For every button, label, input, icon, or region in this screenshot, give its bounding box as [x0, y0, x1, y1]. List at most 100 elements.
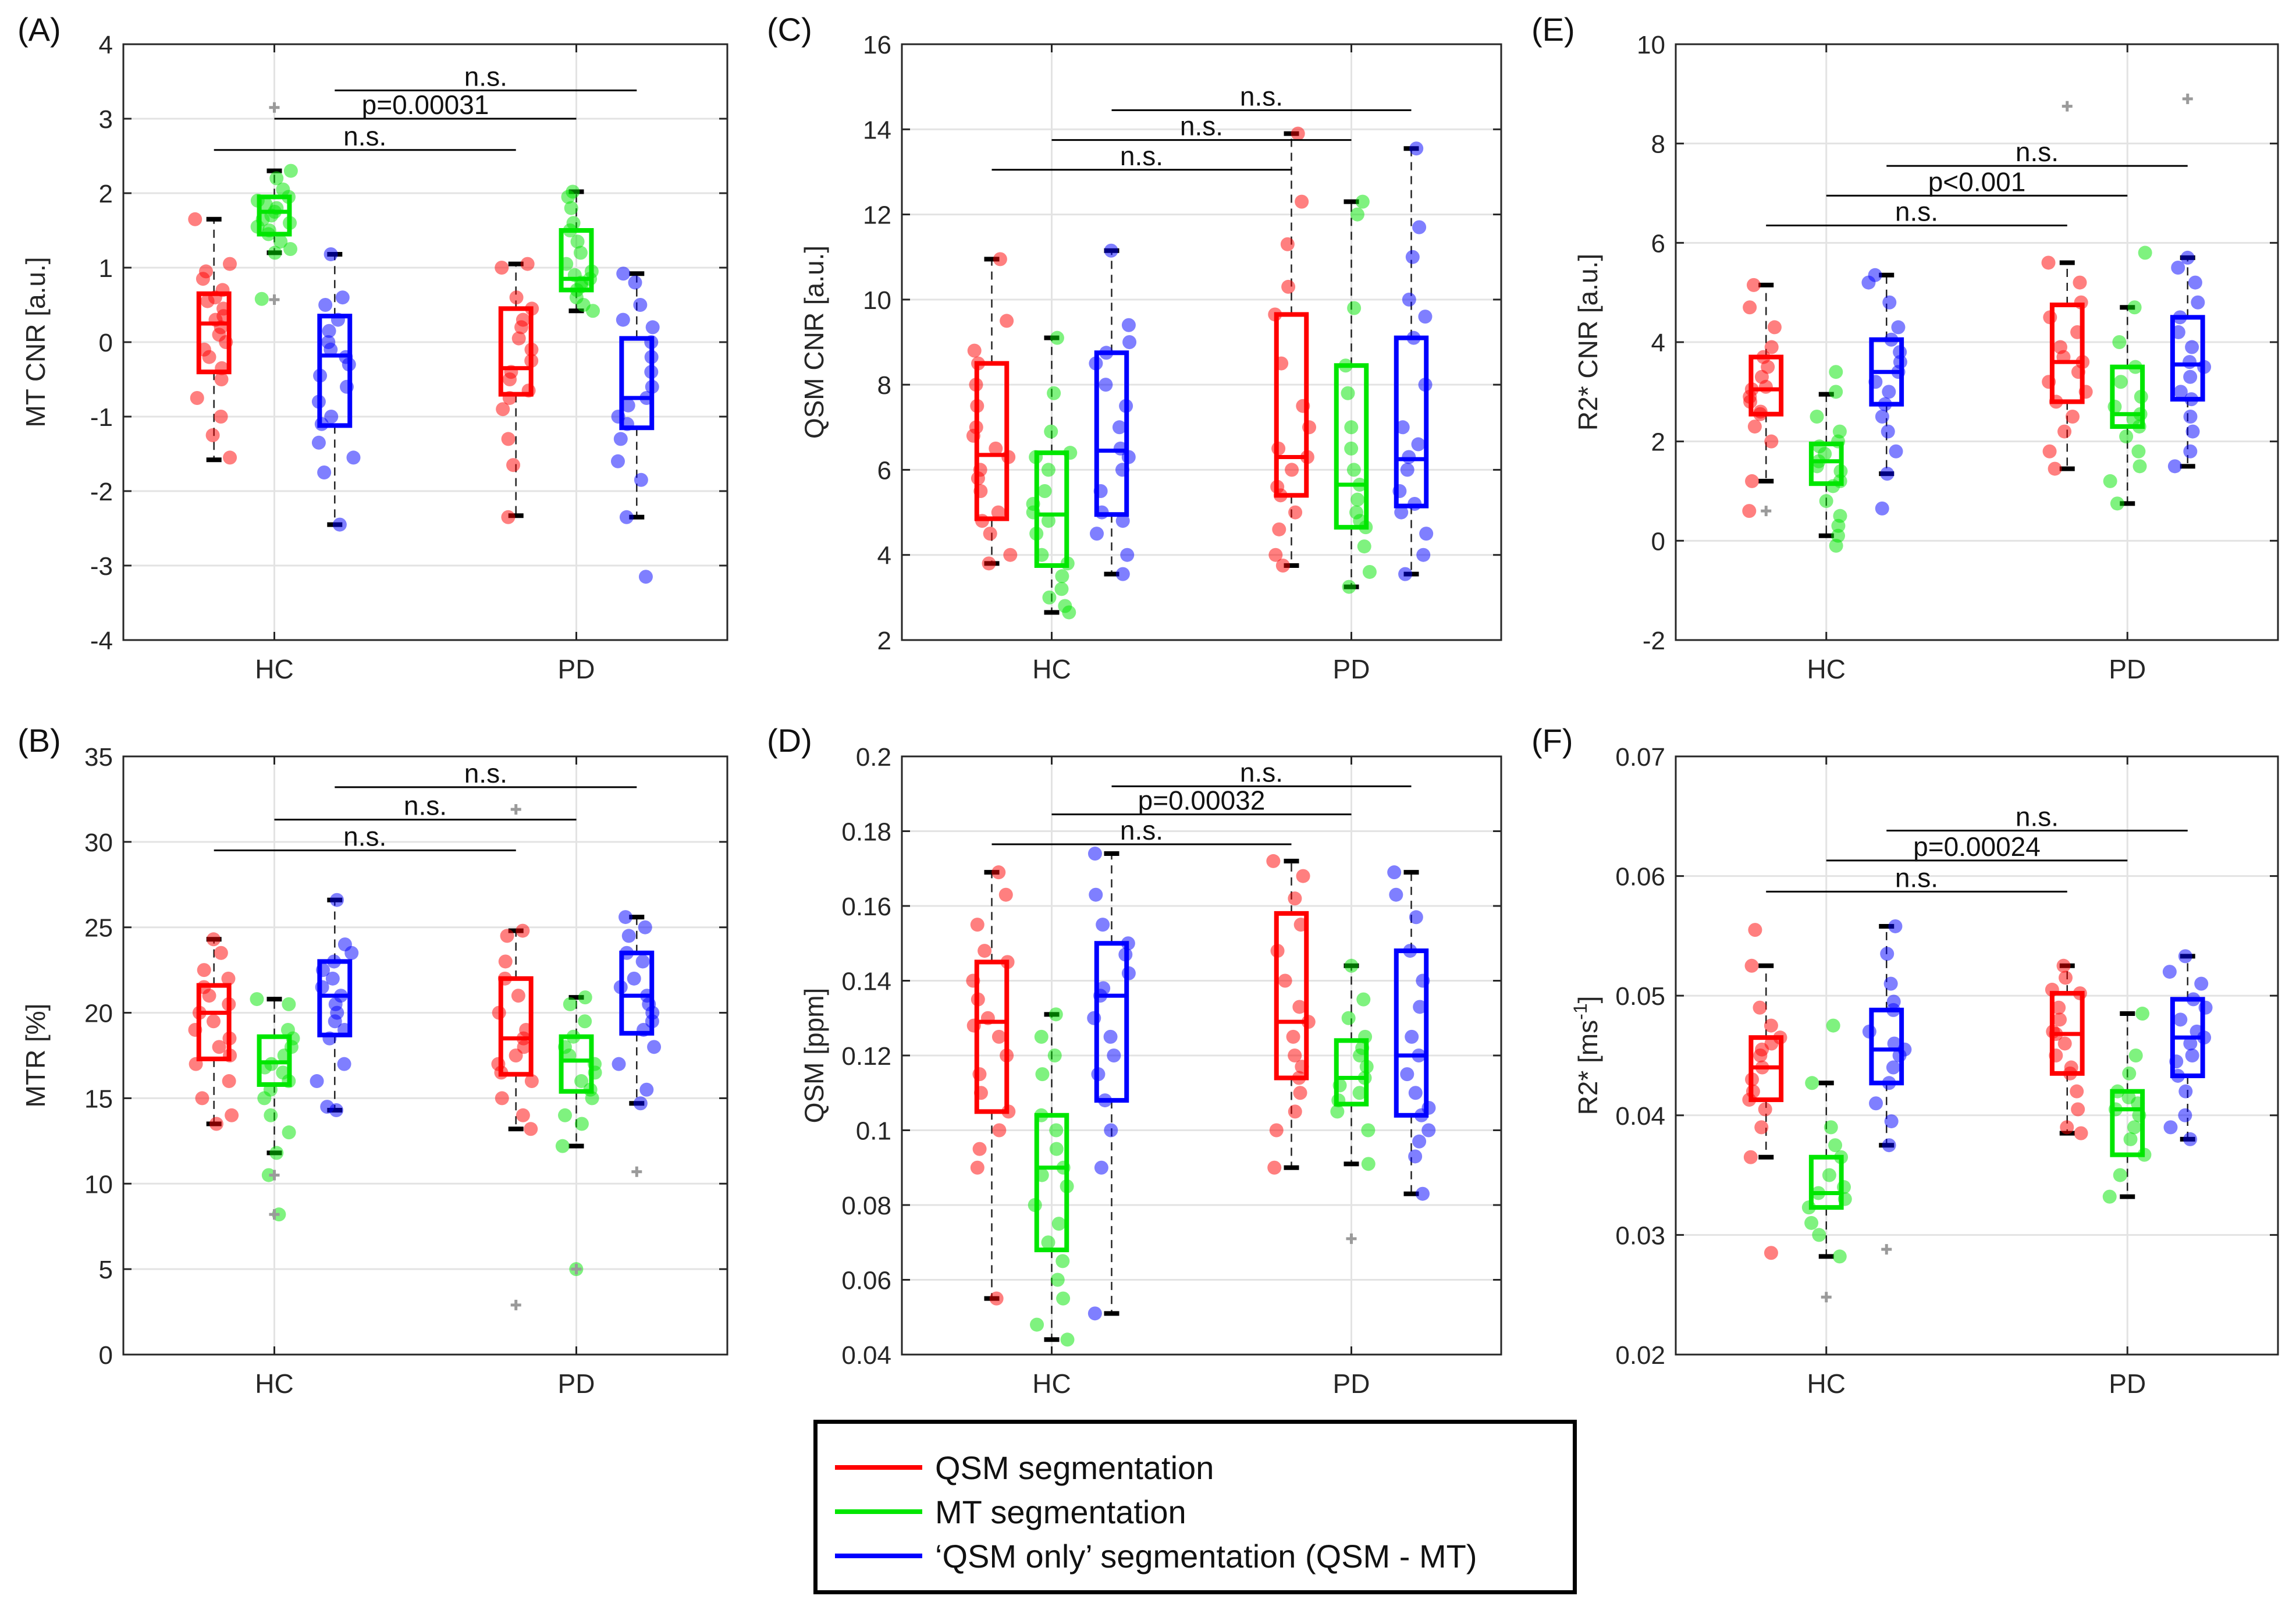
data-point	[2107, 399, 2122, 414]
data-point	[2188, 275, 2202, 290]
data-point	[311, 394, 326, 409]
data-point	[2180, 250, 2195, 265]
y-tick-label: 10	[863, 286, 891, 315]
data-point	[1115, 567, 1130, 581]
data-point	[1412, 220, 1427, 234]
data-point	[1047, 1049, 1062, 1062]
data-point	[2049, 1049, 2063, 1062]
data-point	[1342, 580, 1356, 594]
y-tick-label: -2	[1643, 627, 1665, 655]
data-point	[498, 954, 513, 969]
data-point	[619, 910, 633, 925]
data-point	[645, 320, 660, 335]
data-point	[1271, 441, 1286, 456]
data-point	[1094, 505, 1109, 520]
panel-c: (C) 2 4 6 8 10 12 14 16 HC PD QSM CNR [a.u.] n.s. n.s…	[767, 11, 1502, 684]
data-point	[314, 417, 329, 431]
outlier-marker	[1761, 506, 1772, 517]
data-point	[2078, 385, 2093, 399]
data-point	[2134, 389, 2148, 404]
data-point	[2113, 375, 2128, 389]
data-point	[973, 484, 988, 498]
data-point	[264, 1108, 278, 1122]
data-point	[269, 1146, 284, 1160]
data-point	[501, 510, 516, 524]
data-point	[1099, 378, 1113, 392]
significance-label: n.s.	[1240, 81, 1283, 111]
data-point	[1292, 1000, 1307, 1014]
y-tick-label: 4	[1651, 329, 1665, 357]
data-point	[1357, 539, 1371, 554]
legend-label-qsm-only: ‘QSM only’ segmentation (QSM - MT)	[935, 1537, 1477, 1575]
data-point	[188, 1022, 202, 1037]
data-point	[1047, 386, 1061, 400]
data-point	[209, 1117, 223, 1131]
data-point	[1767, 320, 1782, 335]
data-point	[1288, 1049, 1302, 1062]
data-point	[561, 190, 575, 204]
legend-label-qsm: QSM segmentation	[935, 1449, 1214, 1486]
y-tick-label: 35	[84, 743, 113, 772]
data-point	[1753, 407, 1768, 421]
data-point	[2108, 1102, 2123, 1117]
data-point	[1828, 1138, 1843, 1153]
data-point	[2183, 410, 2198, 424]
x-tick-label: PD	[558, 654, 595, 684]
y-tick-label: 2	[877, 627, 891, 655]
data-point	[282, 1125, 296, 1140]
data-point	[2059, 971, 2073, 985]
data-point	[1418, 378, 1433, 392]
data-point	[1049, 1007, 1063, 1022]
data-point	[1743, 394, 1758, 409]
data-point	[329, 1103, 344, 1117]
data-point	[1409, 910, 1423, 925]
data-point	[2057, 1036, 2072, 1051]
data-point	[1743, 300, 1757, 315]
legend-entry-qsm-only-segmentation: ‘QSM only’ segmentation (QSM - MT)	[835, 1533, 1477, 1579]
legend-swatch-qsm-only	[835, 1554, 922, 1558]
y-axis-label: MT CNR [a.u.]	[20, 257, 51, 427]
data-point	[2167, 459, 2182, 474]
data-point	[1822, 1168, 1836, 1182]
data-point	[311, 435, 326, 450]
data-point	[1882, 385, 1896, 399]
data-point	[1881, 424, 1895, 439]
data-point	[497, 971, 512, 986]
data-point	[202, 350, 216, 364]
data-point	[2173, 310, 2187, 325]
plot-frame	[122, 755, 728, 1356]
data-point	[1055, 1254, 1070, 1268]
significance-label: n.s.	[464, 758, 507, 788]
data-point	[1882, 1076, 1896, 1090]
data-point	[564, 201, 578, 215]
data-point	[566, 1029, 581, 1044]
data-point	[1120, 548, 1135, 562]
data-point	[991, 1029, 1006, 1044]
data-point	[225, 1108, 239, 1122]
y-tick-label: 2	[1651, 428, 1665, 457]
data-point	[992, 1123, 1007, 1138]
data-point	[1056, 1160, 1071, 1175]
y-tick-label: 0	[99, 329, 113, 357]
data-point	[645, 1014, 659, 1029]
data-point	[1037, 484, 1052, 498]
data-point	[214, 410, 228, 424]
data-point	[558, 1108, 573, 1122]
x-tick-label: HC	[255, 1369, 293, 1399]
data-point	[1861, 275, 1876, 290]
y-tick-label: 0	[99, 1341, 113, 1370]
y-tick-label: 8	[1651, 130, 1665, 159]
data-point	[1087, 1011, 1101, 1025]
outlier-marker	[2062, 101, 2073, 112]
data-point	[1034, 1029, 1049, 1044]
data-point	[196, 272, 210, 286]
data-point	[1887, 1036, 1902, 1051]
data-point	[344, 946, 359, 960]
y-tick-label: 0.02	[1615, 1341, 1665, 1370]
data-point	[1001, 450, 1016, 464]
panel-label: (B)	[17, 722, 61, 759]
data-point	[313, 368, 328, 383]
data-point	[1119, 399, 1133, 413]
data-point	[346, 450, 361, 465]
data-point	[1341, 1011, 1356, 1025]
